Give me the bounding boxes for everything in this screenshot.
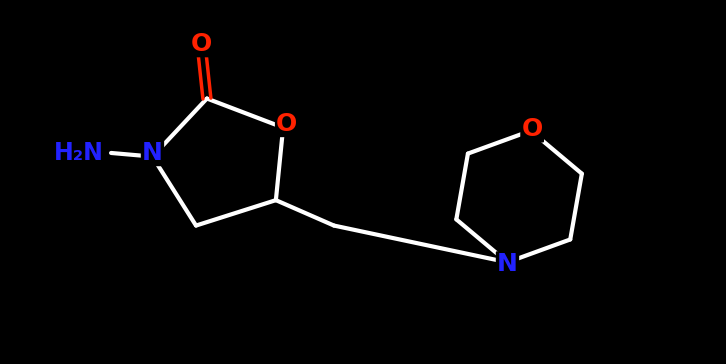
Text: O: O bbox=[190, 32, 212, 56]
Text: O: O bbox=[521, 117, 543, 141]
Text: N: N bbox=[142, 141, 163, 165]
Text: N: N bbox=[497, 253, 518, 277]
Text: O: O bbox=[276, 112, 298, 136]
Text: H₂N: H₂N bbox=[54, 141, 103, 165]
